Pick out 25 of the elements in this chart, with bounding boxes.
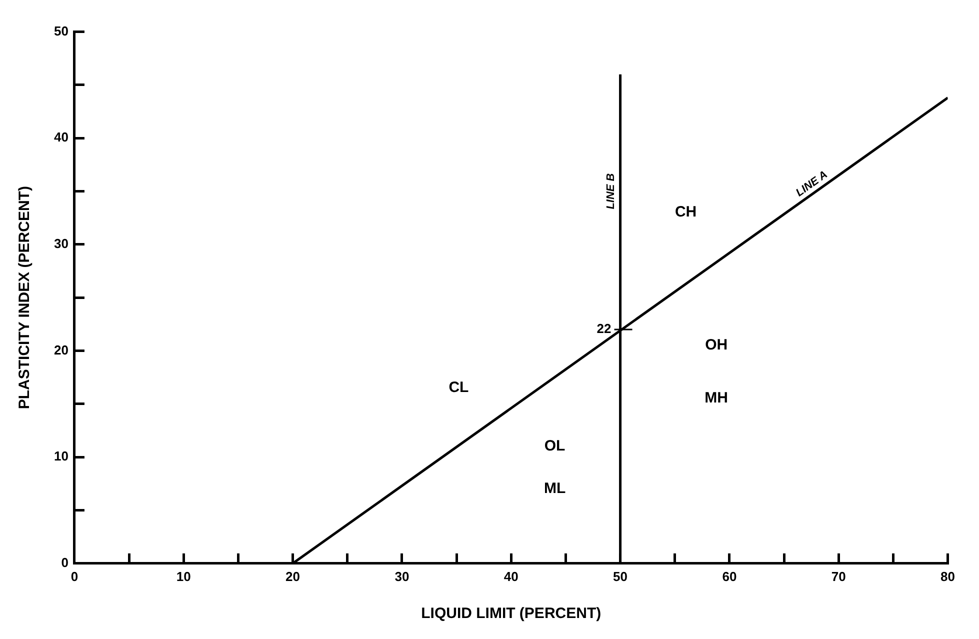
x-tick-label: 20 [286, 568, 300, 584]
y-tick-label: 50 [54, 23, 68, 38]
annotation: MH [704, 390, 728, 407]
annotation: ML [544, 480, 566, 498]
annotation: CH [674, 204, 697, 221]
y-tick-label: 0 [61, 554, 68, 570]
x-tick-label: 50 [613, 568, 628, 584]
x-tick-label: 30 [394, 568, 410, 584]
x-tick-label: 80 [940, 568, 956, 584]
annotation: CL [448, 379, 469, 396]
annotation: OH [705, 336, 728, 354]
y-tick-label: 40 [54, 130, 68, 145]
ref-line-label: LINE B [604, 173, 617, 210]
annotation: OL [544, 438, 566, 455]
x-tick-label: 10 [176, 568, 191, 584]
x-tick-label: 70 [831, 568, 846, 584]
x-tick-label: 40 [504, 568, 518, 584]
y-tick-label: 30 [54, 236, 68, 252]
x-axis-title: LIQUID LIMIT (PERCENT) [421, 605, 602, 622]
x-tick-label: 60 [722, 568, 737, 584]
y-axis-title: PLASTICITY INDEX (PERCENT) [16, 186, 34, 410]
x-tick-label: 0 [70, 568, 78, 584]
y-tick-label: 10 [54, 448, 68, 464]
y-tick-label: 20 [54, 342, 68, 358]
annotation: 22 [596, 321, 612, 336]
